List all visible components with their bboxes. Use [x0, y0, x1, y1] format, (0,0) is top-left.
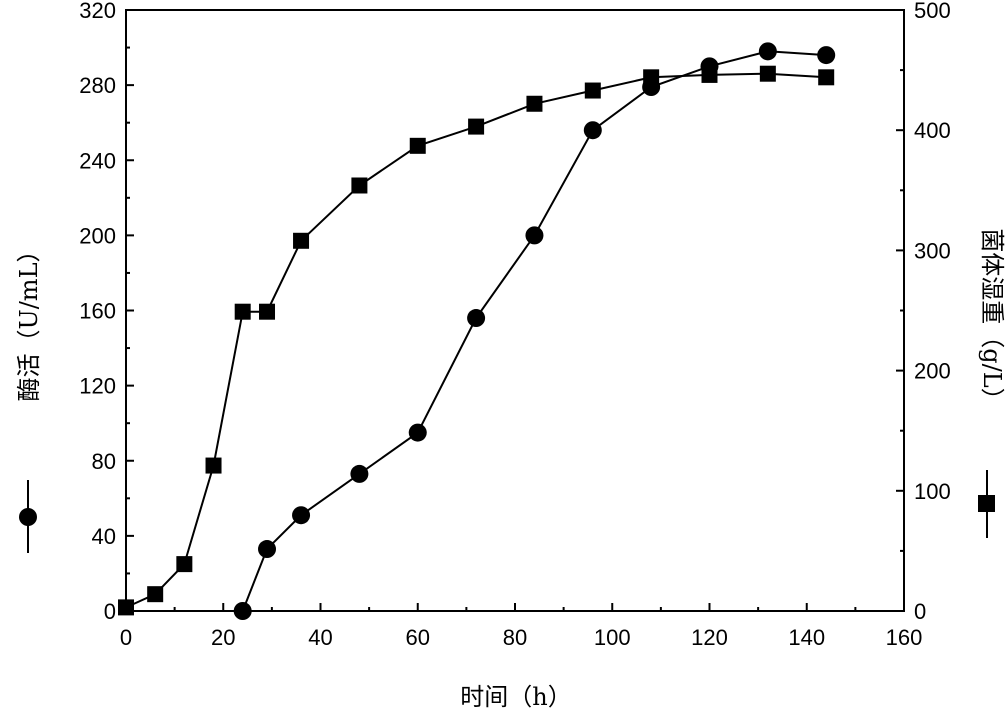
wet-weight-point	[818, 69, 835, 86]
left-legend-circle-marker	[19, 508, 37, 526]
wet-weight-point	[205, 457, 222, 474]
y-right-tick-label: 500	[914, 0, 951, 23]
y-left-tick-label: 40	[92, 524, 116, 549]
wet-weight-point	[293, 232, 310, 249]
enzyme-activity-point	[583, 121, 602, 140]
x-tick-label: 140	[788, 625, 825, 650]
x-axis-title: 时间（h）	[460, 683, 571, 711]
enzyme-activity-point	[350, 464, 369, 483]
y-left-tick-label: 0	[104, 599, 116, 624]
x-tick-label: 80	[503, 625, 527, 650]
left-axis-legend: 酶活（U/mL）	[15, 238, 43, 553]
wet-weight-point	[234, 303, 251, 320]
y-left-tick-label: 80	[92, 449, 116, 474]
wet-weight-point	[351, 177, 368, 194]
wet-weight-line	[125, 72, 827, 609]
x-tick-label: 160	[886, 625, 923, 650]
enzyme-activity-point	[408, 423, 427, 442]
enzyme-activity-point	[525, 226, 544, 245]
series-markers	[118, 42, 836, 620]
wet-weight-point	[468, 118, 485, 135]
y-left-tick-label: 160	[79, 299, 116, 324]
y-right-tick-label: 100	[914, 479, 951, 504]
series-lines	[125, 50, 827, 612]
y-left-tick-label: 120	[79, 374, 116, 399]
x-tick-label: 60	[406, 625, 430, 650]
y-right-axis-title: 菌体湿重（g/L）	[978, 228, 1005, 411]
x-tick-label: 100	[594, 625, 631, 650]
y-left-tick-label: 240	[79, 148, 116, 173]
wet-weight-point	[759, 65, 776, 82]
wet-weight-point	[176, 556, 193, 573]
enzyme-activity-point	[467, 309, 486, 328]
axis-ticks: 0 20 40 60 80 100 120 140 1600408012016020024028…	[79, 0, 950, 650]
y-right-tick-label: 300	[914, 238, 951, 263]
enzyme-activity-point	[258, 540, 277, 559]
y-left-tick-label: 200	[79, 223, 116, 248]
x-tick-label: 20	[211, 625, 235, 650]
right-axis-legend: 菌体湿重（g/L）	[978, 228, 1005, 538]
x-tick-label: 120	[691, 625, 728, 650]
y-left-axis-title: 酶活（U/mL）	[15, 238, 43, 401]
wet-weight-point	[118, 599, 134, 616]
wet-weight-point	[526, 95, 543, 112]
enzyme-activity-point	[758, 42, 777, 61]
enzyme-activity-point	[817, 46, 836, 65]
wet-weight-point	[409, 137, 426, 154]
y-right-tick-label: 400	[914, 118, 951, 143]
enzyme-activity-point	[233, 602, 252, 620]
y-right-tick-label: 0	[914, 599, 926, 624]
enzyme-activity-line	[241, 50, 827, 612]
wet-weight-point	[584, 82, 601, 99]
wet-weight-point	[259, 303, 276, 320]
y-right-tick-label: 200	[914, 359, 951, 384]
right-legend-square-marker	[978, 495, 995, 512]
wet-weight-point	[643, 69, 660, 86]
x-tick-label: 40	[308, 625, 332, 650]
wet-weight-point	[147, 586, 164, 603]
y-left-tick-label: 280	[79, 73, 116, 98]
enzyme-activity-point	[292, 506, 311, 525]
wet-weight-point	[701, 66, 718, 83]
x-tick-label: 0	[120, 625, 132, 650]
y-left-tick-label: 320	[79, 0, 116, 23]
